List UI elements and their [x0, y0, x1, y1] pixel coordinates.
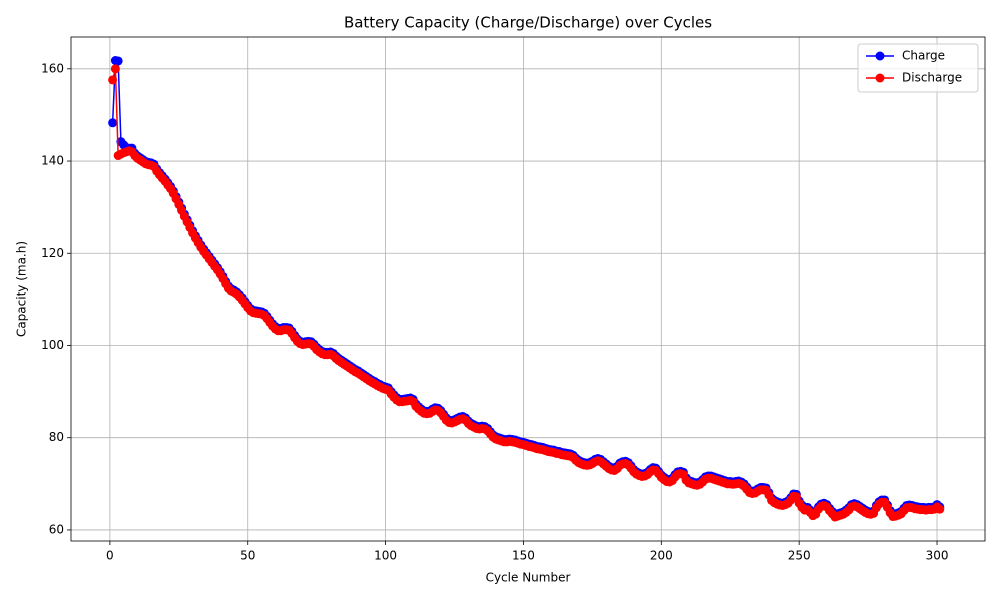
point [935, 504, 945, 514]
x-tick-label: 250 [788, 549, 811, 563]
legend-label: Discharge [902, 71, 962, 85]
x-tick-label: 100 [374, 549, 397, 563]
x-tick-label: 50 [240, 549, 255, 563]
y-tick-label: 100 [41, 338, 64, 352]
legend: Charge Discharge [857, 43, 979, 93]
y-tick-label: 140 [41, 154, 64, 168]
legend-label: Charge [902, 49, 945, 63]
chart-title: Battery Capacity (Charge/Discharge) over… [344, 14, 712, 32]
y-axis-label: Capacity (ma.h) [15, 241, 29, 337]
x-tick-label: 200 [650, 549, 673, 563]
x-tick-label: 0 [106, 549, 114, 563]
legend-marker [875, 73, 885, 83]
point [108, 75, 118, 85]
legend-marker [875, 51, 885, 61]
x-axis-label: Cycle Number [486, 571, 571, 585]
y-tick-label: 80 [49, 430, 64, 444]
y-tick-label: 120 [41, 246, 64, 260]
series [108, 64, 945, 522]
point [110, 64, 120, 74]
point [113, 56, 123, 66]
grid [71, 37, 985, 541]
x-tick-label: 150 [512, 549, 535, 563]
y-tick-label: 60 [49, 522, 64, 536]
y-tick-label: 160 [41, 61, 64, 75]
point [108, 118, 118, 128]
x-tick-label: 300 [926, 549, 949, 563]
plot-frame [70, 36, 986, 542]
